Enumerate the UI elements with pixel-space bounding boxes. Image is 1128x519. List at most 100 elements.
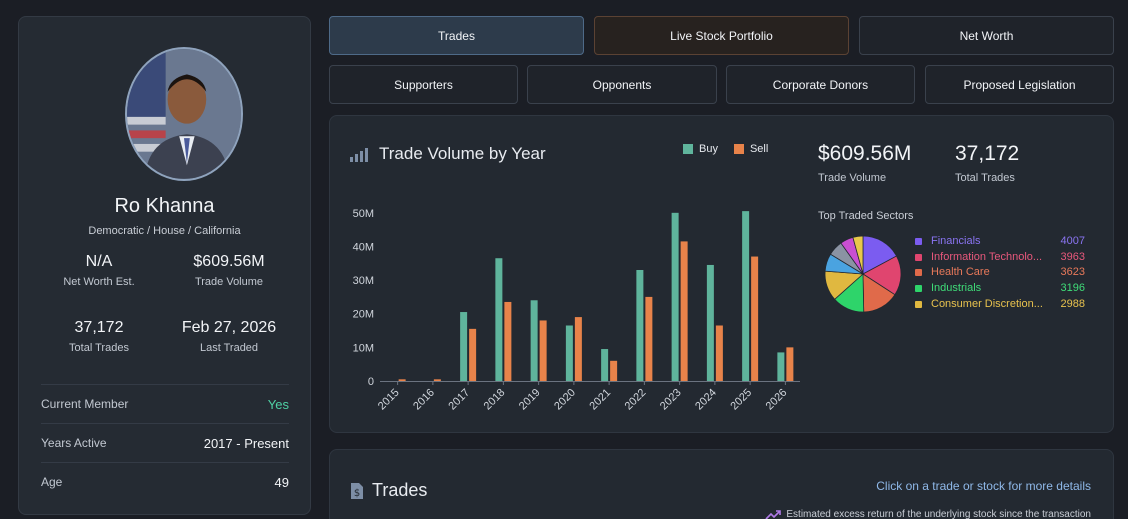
sector-count: 3963 (1060, 251, 1085, 263)
sector-item-industrials[interactable]: Industrials 3196 (915, 281, 1085, 295)
info-key: Years Active (41, 436, 107, 450)
y-tick-label: 30M (353, 275, 374, 287)
sector-swatch (915, 253, 922, 261)
sector-item-information-technology[interactable]: Information Technolo... 3963 (915, 250, 1085, 264)
info-value: 2017 - Present (203, 435, 289, 451)
kpi-trade-volume-value: $609.56M (818, 142, 912, 165)
sector-count: 3623 (1060, 266, 1085, 278)
x-tick-label: 2024 (693, 387, 719, 413)
tab-corporate-donors[interactable]: Corporate Donors (726, 65, 915, 104)
bar-buy-2018 (495, 258, 503, 381)
net-worth-value: N/A (85, 253, 113, 270)
x-tick-label: 2021 (587, 387, 613, 413)
bar-buy-2025 (742, 211, 750, 381)
trade-details-link[interactable]: Click on a trade or stock for more detai… (876, 479, 1091, 493)
bar-sell-2025 (751, 256, 759, 381)
bar-buy-2021 (601, 349, 609, 381)
legend-label-buy: Buy (699, 143, 718, 155)
tab-opponents[interactable]: Opponents (527, 65, 717, 104)
sector-name: Industrials (931, 282, 982, 294)
tab-net-worth[interactable]: Net Worth (859, 16, 1114, 55)
bar-sell-2018 (504, 301, 512, 381)
excess-return-note-text: Estimated excess return of the underlyin… (786, 509, 1091, 519)
total-trades-label: Total Trades (69, 342, 129, 354)
trade-volume-label: Trade Volume (194, 276, 264, 288)
legend-swatch-buy (683, 144, 693, 154)
stat-last-traded: Feb 27, 2026 Last Traded (169, 319, 289, 354)
svg-text:$: $ (354, 488, 360, 499)
trend-up-icon (765, 509, 782, 519)
y-tick-label: 20M (353, 309, 374, 321)
excess-return-note: Estimated excess return of the underlyin… (765, 509, 1091, 519)
y-tick-label: 50M (353, 208, 374, 220)
tab-trades[interactable]: Trades (329, 16, 584, 55)
kpi-total-trades-label: Total Trades (955, 172, 1015, 184)
info-key: Current Member (41, 397, 129, 411)
sector-item-financials[interactable]: Financials 4007 (915, 234, 1085, 248)
x-tick-label: 2022 (623, 387, 649, 413)
bar-sell-2020 (574, 317, 582, 381)
info-row-current-member: Current Member Yes (41, 384, 289, 423)
trade-volume-value: $609.56M (193, 253, 265, 270)
stat-total-trades: 37,172 Total Trades (39, 319, 159, 354)
avatar-photo (127, 49, 241, 179)
y-tick-label: 0 (368, 376, 374, 388)
stat-trade-volume: $609.56M Trade Volume (169, 253, 289, 288)
sector-count: 4007 (1060, 235, 1085, 247)
bar-buy-2022 (636, 270, 644, 381)
chart-legend: Buy Sell (683, 143, 768, 155)
bar-buy-2017 (460, 312, 468, 381)
x-tick-label: 2018 (482, 387, 508, 413)
tab-live-stock-portfolio[interactable]: Live Stock Portfolio (594, 16, 849, 55)
profile-card: Ro Khanna Democratic / House / Californi… (18, 16, 311, 515)
profile-party: Democratic / House / California (88, 225, 241, 237)
sector-swatch (915, 284, 922, 292)
legend-item-buy[interactable]: Buy (683, 143, 718, 155)
bar-buy-2019 (530, 300, 538, 381)
last-traded-label: Last Traded (199, 342, 259, 354)
x-tick-label: 2015 (376, 387, 402, 413)
document-dollar-icon: $ (351, 482, 363, 499)
info-key: Age (41, 475, 63, 489)
kpi-trade-volume: $609.56M Trade Volume (818, 142, 911, 184)
sector-item-consumer-discretionary[interactable]: Consumer Discretion... 2988 (915, 297, 1085, 311)
kpi-total-trades: 37,172 Total Trades (955, 142, 1019, 184)
last-traded-value: Feb 27, 2026 (181, 319, 277, 336)
info-row-age: Age 49 (41, 462, 289, 501)
info-value: 49 (274, 474, 289, 490)
x-tick-label: 2025 (728, 387, 754, 413)
x-tick-label: 2019 (517, 387, 543, 413)
sector-name: Consumer Discretion... (931, 298, 1043, 310)
info-row-years-active: Years Active 2017 - Present (41, 423, 289, 462)
bar-sell-2022 (645, 296, 653, 381)
sector-name: Information Technolo... (931, 251, 1043, 263)
tab-supporters[interactable]: Supporters (329, 65, 518, 104)
sector-item-health-care[interactable]: Health Care 3623 (915, 265, 1085, 279)
bar-sell-2015 (398, 379, 406, 381)
bar-sell-2019 (539, 320, 547, 381)
y-tick-label: 10M (353, 342, 374, 354)
bar-sell-2024 (715, 325, 723, 381)
chart-title: Trade Volume by Year (379, 144, 546, 163)
tab-proposed-legislation[interactable]: Proposed Legislation (925, 65, 1114, 104)
avatar (125, 47, 243, 181)
pie-slice-8[interactable] (852, 235, 864, 275)
x-tick-label: 2026 (764, 387, 790, 413)
bar-sell-2023 (680, 241, 688, 381)
trades-title: Trades (372, 480, 428, 500)
x-tick-label: 2017 (446, 387, 472, 413)
sector-swatch (915, 237, 922, 245)
sectors-title: Top Traded Sectors (818, 210, 914, 222)
bar-sell-2021 (610, 360, 618, 381)
stat-net-worth: N/A Net Worth Est. (39, 253, 159, 288)
legend-swatch-sell (733, 144, 744, 154)
total-trades-value: 37,172 (74, 319, 124, 336)
legend-item-sell[interactable]: Sell (733, 143, 768, 155)
trades-title-wrap: $ Trades (350, 480, 427, 501)
bar-sell-2017 (469, 328, 477, 381)
x-tick-label: 2020 (552, 387, 578, 413)
sector-count: 2988 (1060, 298, 1085, 310)
sector-name: Financials (931, 235, 981, 247)
bar-sell-2016 (433, 379, 441, 381)
x-tick-label: 2016 (411, 387, 437, 413)
